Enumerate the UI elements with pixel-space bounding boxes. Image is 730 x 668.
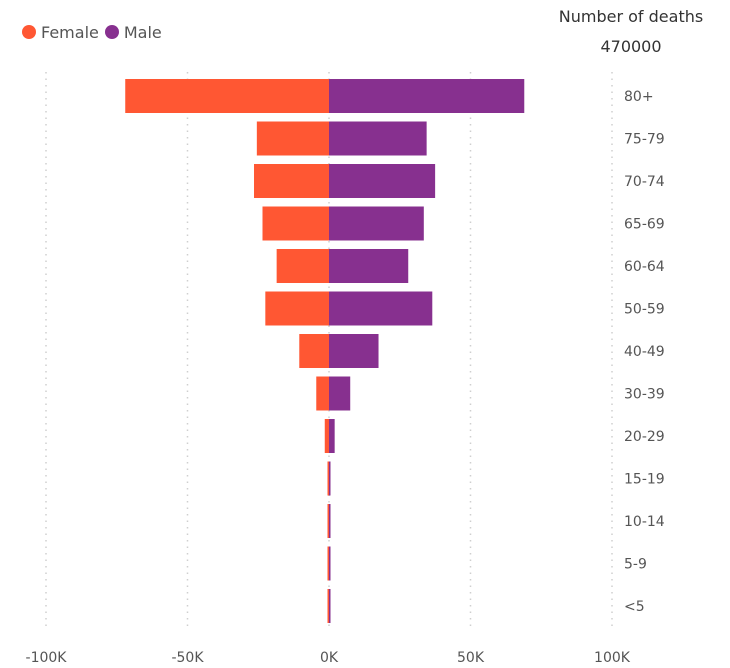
category-label: 70-74	[624, 174, 665, 190]
category-label: 40-49	[624, 344, 665, 360]
male-dot-icon	[104, 25, 119, 39]
x-tick-label: 50K	[457, 650, 485, 666]
bar-male[interactable]	[329, 546, 331, 581]
female-dot-icon	[22, 25, 36, 39]
category-label: 65-69	[624, 217, 665, 233]
bar-male[interactable]	[329, 376, 351, 411]
category-label: 80+	[624, 89, 654, 105]
bar-female[interactable]	[324, 419, 329, 453]
bar-female[interactable]	[265, 291, 329, 326]
bar-female[interactable]	[276, 249, 329, 283]
legend-label-female: Female	[41, 22, 99, 42]
x-tick-label: 100K	[594, 650, 631, 666]
bar-female[interactable]	[254, 164, 329, 198]
category-label: 75-79	[624, 132, 665, 148]
category-label: 30-39	[624, 387, 665, 403]
category-label: 15-19	[624, 472, 665, 488]
category-label: 20-29	[624, 429, 665, 445]
bar-male[interactable]	[329, 291, 433, 326]
category-label: 10-14	[624, 514, 665, 530]
x-tick-label: 0K	[320, 650, 339, 666]
category-label: <5	[624, 599, 645, 615]
bar-male[interactable]	[329, 121, 427, 156]
x-tick-label: -50K	[171, 650, 204, 666]
legend-item-female[interactable]: Female	[22, 23, 99, 42]
bar-male[interactable]	[329, 164, 436, 198]
bar-male[interactable]	[329, 206, 424, 241]
bar-female[interactable]	[327, 461, 330, 496]
category-label: 5-9	[624, 557, 647, 573]
bar-male[interactable]	[329, 461, 331, 496]
bar-female[interactable]	[327, 504, 330, 538]
bar-male[interactable]	[329, 79, 525, 113]
bar-female[interactable]	[327, 546, 330, 581]
bar-female[interactable]	[316, 376, 329, 411]
bar-female[interactable]	[125, 79, 330, 113]
x-tick-label: -100K	[26, 650, 68, 666]
bar-female[interactable]	[256, 121, 329, 156]
category-label: 50-59	[624, 302, 665, 318]
bar-male[interactable]	[329, 589, 331, 623]
bar-female[interactable]	[327, 589, 330, 623]
kpi-card: Number of deaths 470000	[546, 6, 716, 60]
bar-female[interactable]	[262, 206, 329, 241]
bar-male[interactable]	[329, 334, 379, 368]
legend-item-male[interactable]: Male	[104, 22, 162, 42]
legend-label-male: Male	[123, 22, 162, 42]
kpi-value: 470000	[600, 37, 662, 56]
bar-male[interactable]	[329, 504, 331, 538]
bar-male[interactable]	[329, 419, 335, 453]
bar-male[interactable]	[329, 249, 409, 283]
legend: Female Male	[22, 22, 164, 42]
kpi-label: Number of deaths	[558, 7, 704, 26]
bar-female[interactable]	[299, 334, 329, 368]
category-label: 60-64	[624, 259, 665, 275]
